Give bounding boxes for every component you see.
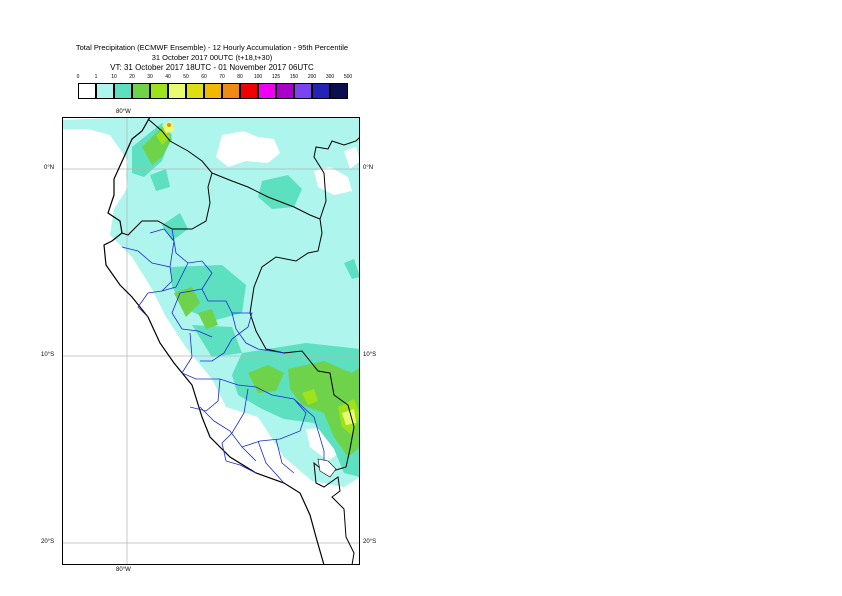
graticule (62, 117, 360, 565)
legend-color-swatch (132, 83, 150, 99)
lat-label-0n-left: 0°N (44, 165, 55, 171)
lon-label-top: 80°W (116, 109, 131, 115)
legend-threshold-label: 70 (219, 74, 225, 80)
lat-label-0n-right: 0°N (363, 165, 374, 171)
precipitation-color-legend: 0 1 10 20 30 40 50 60 70 80 100 125 150 200 300 500 (76, 74, 352, 102)
legend-color-swatch (96, 83, 114, 99)
precipitation-map (62, 117, 360, 565)
precip-field-peak (167, 123, 171, 127)
legend-threshold-label: 30 (147, 74, 153, 80)
legend-threshold-label: 60 (201, 74, 207, 80)
legend-threshold-label: 0 (76, 74, 80, 80)
regional-boundaries (121, 228, 325, 484)
lat-label-10s-left: 10°S (41, 352, 55, 358)
legend-color-swatch (168, 83, 186, 99)
lon-label-bottom: 80°W (116, 567, 131, 573)
legend-threshold-label: 125 (271, 74, 281, 80)
precip-field-heavy (142, 125, 360, 457)
legend-color-swatch (258, 83, 276, 99)
map-title-line3: VT: 31 October 2017 18UTC - 01 November … (110, 63, 314, 72)
legend-threshold-label: 200 (307, 74, 317, 80)
lat-label-20s-right: 20°S (363, 539, 377, 545)
dry-patch-northeast (314, 167, 352, 195)
legend-threshold-label: 300 (325, 74, 335, 80)
dry-patch-north (216, 131, 280, 167)
lake-titicaca (317, 458, 337, 478)
legend-color-swatch (240, 83, 258, 99)
legend-color-swatch (276, 83, 294, 99)
legend-color-swatch (78, 83, 96, 99)
legend-color-swatch (222, 83, 240, 99)
legend-threshold-label: 500 (343, 74, 353, 80)
legend-color-swatch (204, 83, 222, 99)
legend-threshold-label: 50 (183, 74, 189, 80)
coastline (103, 117, 325, 565)
legend-color-swatch (312, 83, 330, 99)
legend-color-swatch (114, 83, 132, 99)
legend-threshold-label: 1 (94, 74, 98, 80)
legend-color-swatch (294, 83, 312, 99)
lat-label-20s-left: 20°S (41, 539, 55, 545)
country-border (121, 118, 360, 565)
map-frame (62, 117, 360, 565)
legend-threshold-label: 40 (165, 74, 171, 80)
legend-color-swatch (186, 83, 204, 99)
dry-patch-east (344, 147, 360, 169)
map-title-line1: Total Precipitation (ECMWF Ensemble) - 1… (75, 43, 349, 52)
legend-threshold-label: 10 (111, 74, 117, 80)
map-title-line2: 31 October 2017 00UTC (t+18,t+30) (151, 53, 273, 62)
legend-threshold-label: 80 (237, 74, 243, 80)
legend-color-swatch (150, 83, 168, 99)
legend-threshold-label: 100 (253, 74, 263, 80)
lat-label-10s-right: 10°S (363, 352, 377, 358)
legend-color-swatch (330, 83, 348, 99)
legend-threshold-label: 150 (289, 74, 299, 80)
legend-threshold-label: 20 (129, 74, 135, 80)
